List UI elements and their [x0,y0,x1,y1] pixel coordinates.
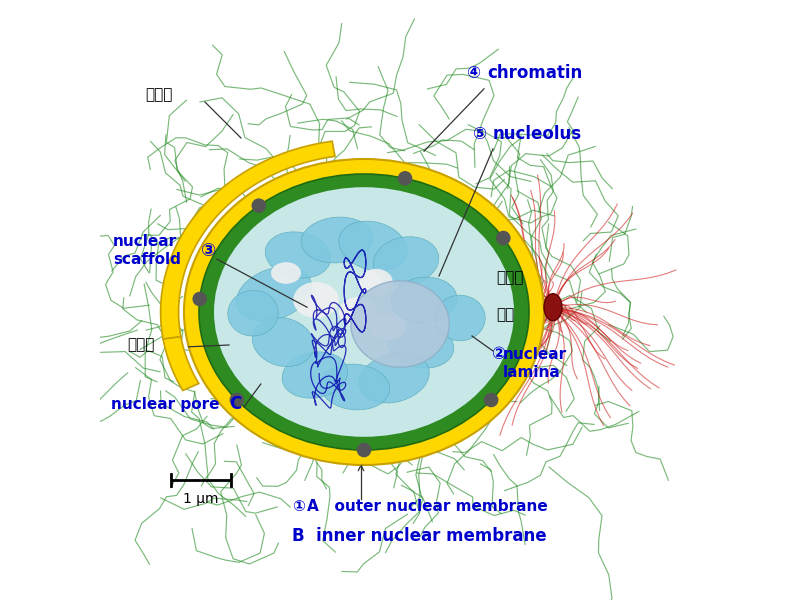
Text: 1 μm: 1 μm [183,492,218,506]
Ellipse shape [228,290,278,336]
Polygon shape [161,141,335,339]
Ellipse shape [435,295,485,341]
Circle shape [230,394,243,407]
Text: scaffold: scaffold [114,252,181,267]
Polygon shape [163,337,199,391]
Ellipse shape [320,364,390,410]
Ellipse shape [236,267,312,321]
Text: nuclear: nuclear [114,234,178,249]
Ellipse shape [301,217,373,263]
Text: 中间丝: 中间丝 [127,337,154,352]
Ellipse shape [391,277,457,323]
Ellipse shape [359,269,393,295]
Ellipse shape [266,232,330,278]
Ellipse shape [358,353,430,403]
Ellipse shape [544,293,562,320]
Ellipse shape [252,317,314,367]
Text: nuclear pore: nuclear pore [110,397,219,412]
Text: nuclear: nuclear [503,347,567,362]
Circle shape [497,232,510,245]
Text: C: C [229,395,242,413]
Ellipse shape [350,281,450,367]
Text: B  inner nuclear membrane: B inner nuclear membrane [292,527,546,545]
Ellipse shape [370,314,406,340]
Ellipse shape [271,262,301,284]
Ellipse shape [293,282,339,318]
Ellipse shape [388,322,454,368]
Ellipse shape [339,221,407,271]
Text: ②: ② [491,345,506,363]
Text: chromatin: chromatin [487,64,582,82]
Circle shape [485,394,498,407]
Ellipse shape [282,352,347,398]
Circle shape [193,292,206,305]
Circle shape [252,199,266,212]
Text: ⑤: ⑤ [472,125,486,143]
Text: ④: ④ [466,64,480,82]
Ellipse shape [339,297,378,327]
Text: A   outer nuclear membrane: A outer nuclear membrane [307,499,548,514]
Ellipse shape [374,236,438,286]
Ellipse shape [184,159,544,465]
Circle shape [398,172,412,185]
Ellipse shape [214,187,514,437]
Text: 中心体: 中心体 [496,270,523,285]
Text: nucleolus: nucleolus [493,125,582,143]
Text: lamina: lamina [503,365,561,380]
Text: 微管: 微管 [496,307,514,322]
Ellipse shape [199,174,529,450]
Text: 内质网: 内质网 [145,87,172,102]
Text: ③: ③ [201,242,216,260]
Circle shape [358,443,370,457]
Text: ①: ① [292,499,305,514]
